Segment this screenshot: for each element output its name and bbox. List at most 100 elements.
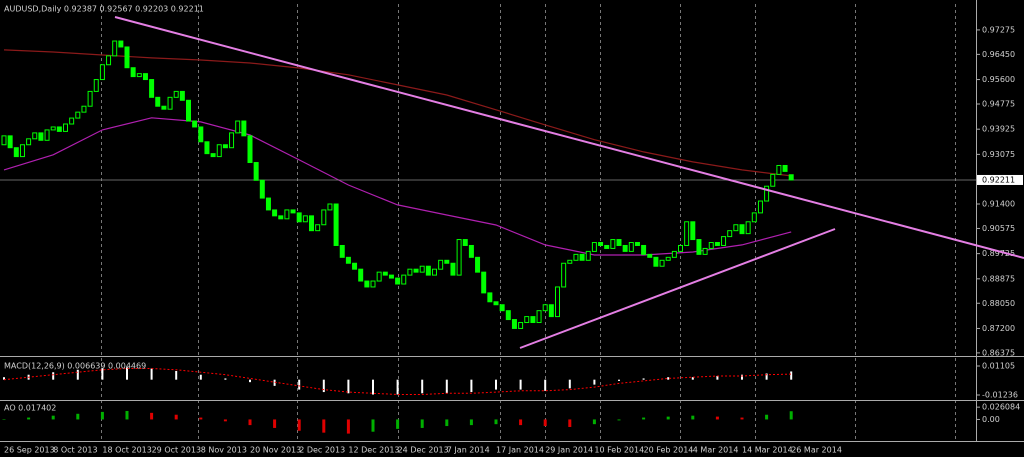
candle	[659, 259, 665, 267]
candle	[684, 221, 690, 246]
ao-bar	[445, 419, 449, 427]
ao-label: AO 0.017402	[4, 404, 56, 413]
candle	[192, 120, 198, 128]
macd-bar	[421, 379, 424, 394]
candle	[198, 126, 204, 143]
x-tick-label: 29 Jan 2014	[545, 446, 593, 455]
candle	[634, 242, 640, 246]
candle	[352, 262, 358, 270]
candle	[462, 239, 468, 246]
ao-bar	[273, 419, 277, 428]
ao-bar	[223, 419, 227, 422]
candle	[764, 185, 770, 202]
candle	[641, 244, 647, 255]
macd-bar	[298, 379, 301, 390]
candle	[628, 242, 634, 252]
macd-bar	[347, 379, 350, 394]
x-tick-label: 8 Nov 2013	[201, 446, 247, 455]
macd-bar	[470, 379, 473, 393]
candle	[19, 144, 25, 158]
candle	[579, 253, 585, 261]
x-tick-label: 20 Feb 2014	[644, 446, 694, 455]
trendlines	[114, 16, 1024, 349]
candle	[475, 256, 481, 273]
candle	[450, 262, 456, 276]
candle	[358, 268, 364, 282]
moving-average	[3, 49, 792, 177]
ao-bar	[396, 419, 400, 429]
x-tick-label: 8 Oct 2013	[53, 446, 97, 455]
candle	[395, 277, 401, 285]
x-tick-label: 24 Dec 2013	[398, 446, 449, 455]
candle	[548, 304, 554, 318]
candle	[598, 242, 604, 246]
candle	[278, 215, 284, 220]
macd-bar	[396, 379, 399, 395]
candle	[505, 310, 511, 321]
candle	[296, 212, 302, 223]
macd-bar	[790, 371, 793, 380]
candle	[665, 256, 671, 261]
macd-bar	[101, 368, 104, 380]
candle	[708, 242, 714, 249]
ao-bar	[617, 419, 621, 421]
y-tick-label: 0.00	[982, 415, 1000, 424]
candle	[56, 126, 62, 132]
macd-bar	[126, 367, 128, 380]
candle	[647, 253, 653, 258]
candle	[413, 268, 419, 273]
candle	[739, 224, 745, 235]
candle	[155, 96, 161, 107]
macd-bar	[568, 379, 571, 389]
candle	[370, 280, 376, 288]
candle	[210, 153, 216, 158]
ao-bar	[666, 416, 670, 420]
candle	[499, 304, 505, 312]
candle	[536, 310, 542, 324]
candle	[511, 319, 517, 329]
y-tick-label: 0.96450	[982, 50, 1015, 59]
trendline	[519, 228, 836, 349]
candle	[50, 126, 56, 131]
candle	[622, 244, 628, 252]
candle	[782, 164, 788, 172]
panel-borders	[0, 0, 1024, 442]
candle	[106, 55, 112, 66]
plot-layer: 0.97275 0.96450 0.95600 0.94775 0.93925 0.930…	[0, 25, 1023, 455]
macd-bar	[224, 378, 227, 380]
y-tick-label: 0.88050	[982, 299, 1015, 308]
candle	[604, 244, 610, 249]
ao-bar	[174, 414, 178, 420]
macd-bar	[544, 379, 547, 391]
candle	[327, 203, 333, 211]
candle	[616, 239, 622, 246]
macd-bar	[175, 371, 178, 380]
ao-bar	[642, 417, 646, 420]
macd-bar	[199, 374, 202, 380]
candle	[321, 209, 327, 226]
candle	[721, 236, 727, 246]
ao-bar	[248, 419, 252, 426]
candle	[167, 96, 173, 110]
macd-bar	[372, 379, 374, 395]
x-tick-label: 20 Nov 2013	[250, 446, 301, 455]
candle	[1, 135, 7, 146]
macd-bar	[3, 377, 5, 380]
ao-bar	[543, 419, 547, 427]
candle	[788, 174, 794, 181]
y-tick-label: 0.86375	[982, 348, 1015, 357]
macd-label: MACD(12,26,9) 0.006639 0.004469	[4, 362, 146, 371]
candle	[376, 271, 382, 282]
candle	[93, 79, 99, 92]
current-price-label: 0.92211	[982, 175, 1015, 184]
candle	[173, 90, 179, 98]
x-tick-label: 12 Dec 2013	[348, 446, 399, 455]
candle	[87, 90, 93, 107]
candle	[388, 274, 394, 279]
candle	[456, 239, 462, 276]
x-tick-label: 26 Sep 2013	[4, 446, 55, 455]
candle	[63, 123, 68, 132]
candle	[419, 265, 425, 273]
candle	[222, 144, 228, 149]
